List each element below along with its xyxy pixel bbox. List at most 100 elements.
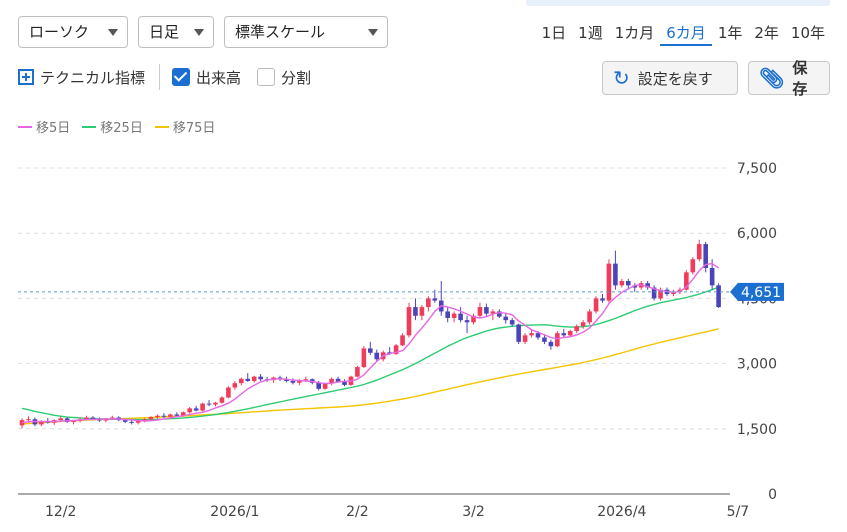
candle-body (651, 287, 657, 299)
divider (159, 64, 161, 90)
candle-body (574, 326, 579, 331)
candle-body (542, 337, 547, 342)
period-tabs: 1日 1週 1カ月 6カ月 1年 2年 10年 (536, 22, 831, 46)
candle-body (548, 341, 554, 347)
candle-body (413, 307, 418, 316)
candle-body (716, 285, 721, 308)
candle-body (419, 307, 425, 316)
chevron-down-icon (108, 29, 118, 36)
candle-body (361, 348, 367, 368)
candle-body (509, 320, 515, 325)
save-label: 保存 (792, 59, 808, 98)
tab-period-1w[interactable]: 1週 (578, 24, 603, 42)
candle-body (355, 367, 360, 377)
candle-body (39, 420, 44, 425)
candle-body (451, 313, 457, 318)
chart-legend: 移5日 移25日 移75日 (18, 117, 227, 136)
candle-body (426, 298, 431, 308)
save-button[interactable]: 📎︎ 保存 (748, 59, 830, 98)
candle-body (148, 417, 154, 420)
tab-period-1m[interactable]: 1カ月 (614, 24, 655, 42)
candle-body (593, 298, 599, 312)
candle-body (471, 315, 476, 323)
candle-body (135, 420, 141, 423)
plus-square-icon[interactable] (18, 69, 34, 85)
x-tick-label: 2026/4 (597, 504, 646, 520)
scale-select[interactable]: 標準スケール (224, 16, 388, 48)
candle-body (129, 421, 134, 423)
candle-body (406, 307, 412, 336)
x-tick-label: 5/7 (727, 504, 750, 520)
candle-body (316, 382, 321, 389)
candle-body (251, 376, 257, 381)
current-price-label: 4,651 (741, 285, 781, 301)
tab-period-1d[interactable]: 1日 (541, 24, 567, 42)
y-tick-label: 1,500 (737, 422, 777, 438)
candle-body (161, 415, 167, 417)
candle-body (335, 378, 341, 382)
candle-body (606, 263, 612, 301)
candle-body (703, 244, 708, 268)
candle-body (529, 333, 534, 336)
candle-body (619, 281, 625, 286)
legend-label-ma5: 移5日 (36, 121, 71, 136)
candle-body (200, 403, 205, 411)
candle-body (690, 259, 696, 273)
candle-body (626, 281, 631, 286)
tab-period-6m[interactable]: 6カ月 (660, 22, 712, 46)
candle-body (516, 324, 521, 342)
candle-body (432, 298, 438, 301)
candle-body (522, 335, 528, 342)
ma25-line (21, 286, 719, 421)
candle-body (632, 285, 638, 288)
x-tick-label: 3/2 (462, 504, 485, 520)
legend-swatch-ma75 (154, 125, 169, 128)
candle-body (290, 380, 296, 383)
candle-body (26, 419, 31, 421)
split-checkbox[interactable] (257, 68, 276, 86)
chart-type-select[interactable]: ローソク (18, 16, 128, 48)
candle-body (567, 331, 573, 336)
interval-value: 日足 (149, 23, 180, 41)
legend-label-ma25: 移25日 (100, 121, 143, 136)
candle-body (284, 379, 289, 381)
chevron-down-icon (368, 29, 378, 36)
tab-period-10y[interactable]: 10年 (790, 24, 825, 42)
candle-body (219, 397, 225, 403)
technical-indicator-link[interactable]: テクニカル指標 (40, 68, 146, 87)
candle-body (445, 311, 450, 318)
volume-checkbox[interactable] (172, 68, 191, 86)
tab-period-1y[interactable]: 1年 (717, 24, 743, 42)
candle-body (303, 379, 309, 381)
legend-item-ma75: 移75日 (154, 117, 215, 136)
x-tick-label: 2/2 (346, 504, 369, 520)
candle-body (709, 267, 715, 286)
reset-settings-button[interactable]: ↻ 設定を戻す (602, 61, 738, 95)
ma75-line (21, 328, 719, 425)
interval-select[interactable]: 日足 (138, 16, 214, 48)
candle-body (245, 378, 251, 381)
candle-body (587, 311, 592, 323)
x-tick-label: 12/2 (45, 504, 76, 520)
candle-body (684, 272, 689, 290)
scale-value: 標準スケール (235, 23, 326, 41)
candle-body (329, 378, 334, 384)
candle-body (393, 345, 399, 355)
legend-swatch-ma25 (82, 125, 97, 128)
tab-period-2y[interactable]: 2年 (754, 24, 779, 42)
candle-body (180, 412, 186, 416)
candle-body (258, 376, 263, 380)
reset-settings-label: 設定を戻す (637, 69, 713, 88)
candle-body (613, 263, 618, 286)
candle-body (19, 420, 25, 426)
y-tick-label: 7,500 (737, 161, 777, 177)
candle-body (322, 383, 328, 389)
candle-body (342, 381, 347, 385)
top-highlight-strip (526, 0, 830, 6)
price-chart[interactable]: 01,5003,0004,5006,0007,50012/22026/12/23… (0, 140, 847, 532)
y-tick-label: 6,000 (737, 226, 777, 242)
candle-body (600, 298, 605, 301)
refresh-icon: ↻ (613, 66, 630, 90)
candle-body (645, 283, 650, 288)
candle-body (213, 402, 218, 405)
